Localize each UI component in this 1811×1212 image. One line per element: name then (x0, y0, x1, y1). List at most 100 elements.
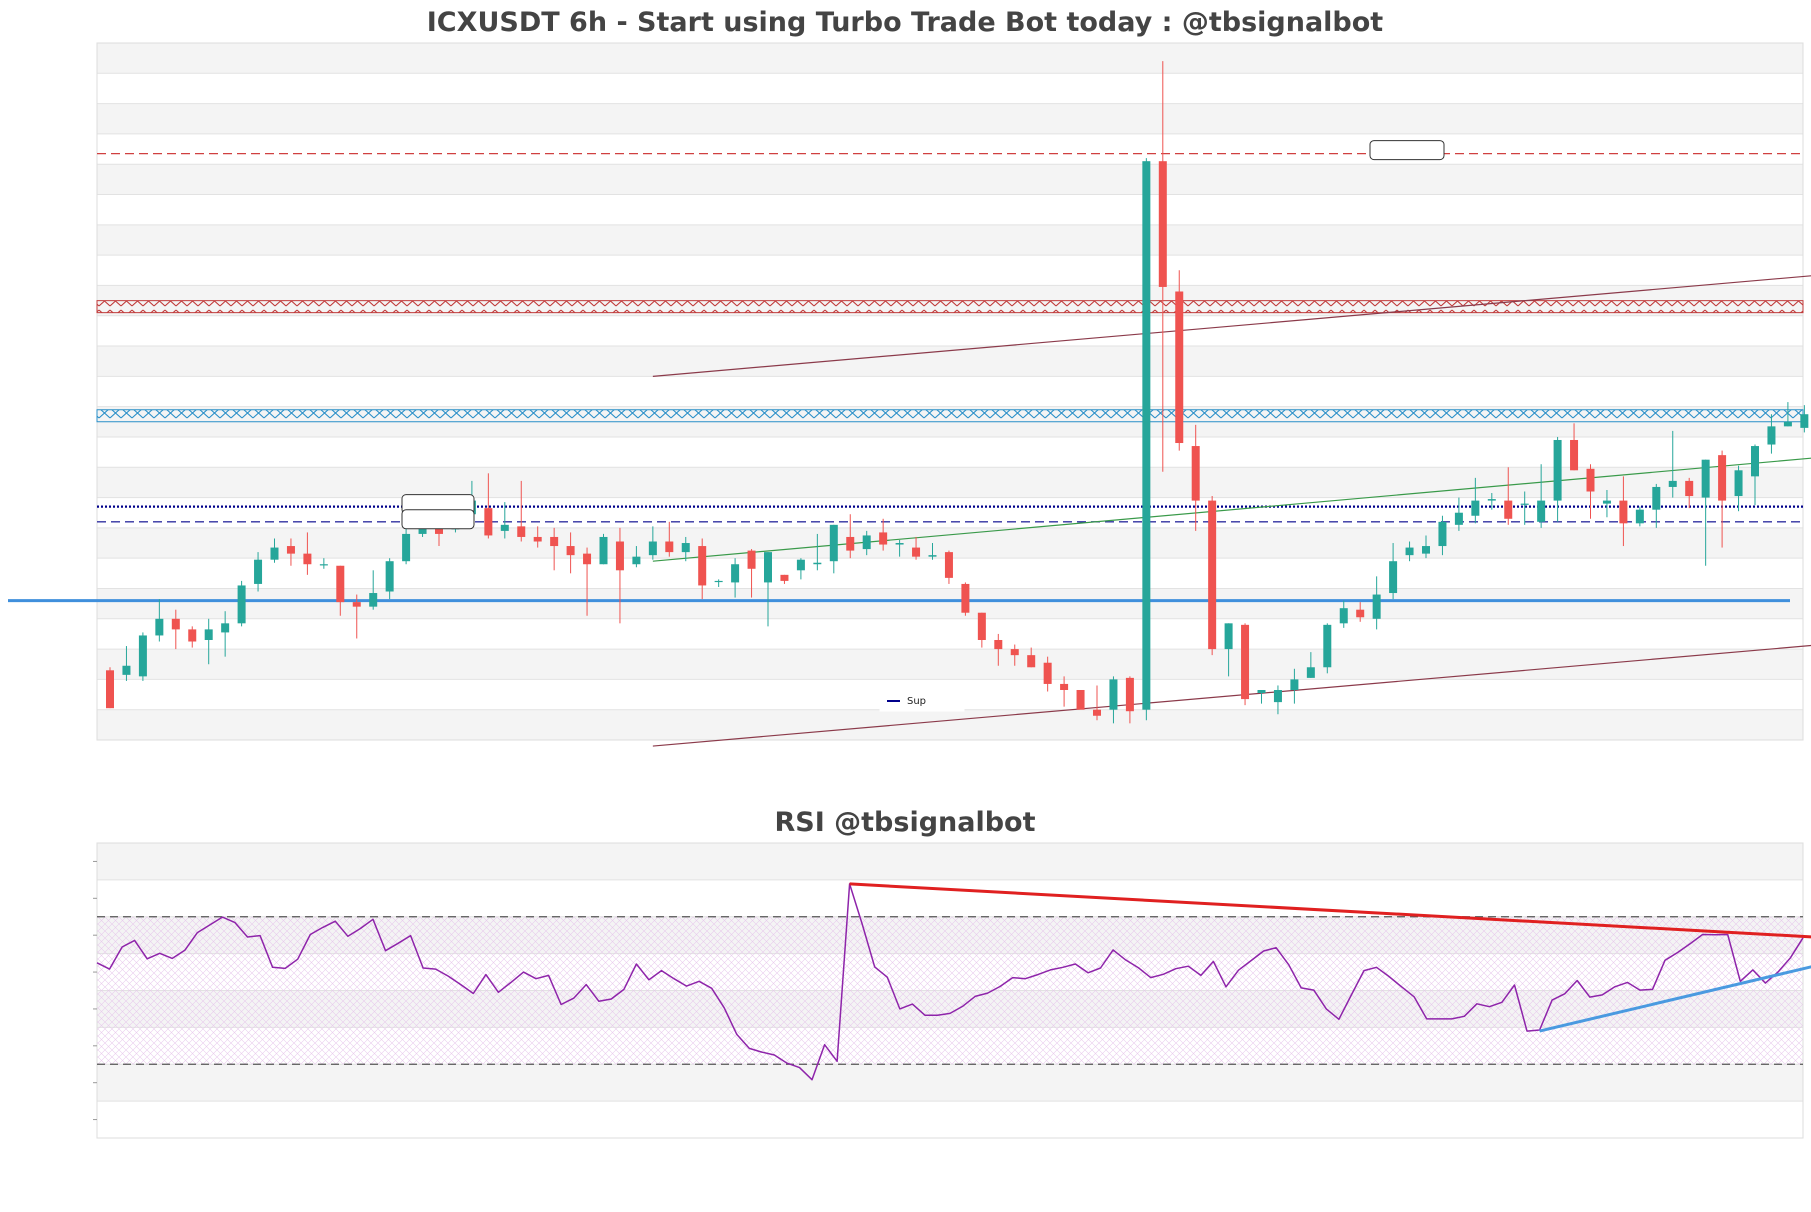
candle (1010, 644, 1019, 666)
grid-band (97, 588, 1803, 619)
candle (796, 558, 805, 580)
candle-body (1553, 439, 1562, 501)
candle (369, 570, 378, 610)
candle (846, 514, 855, 559)
candle-body (1372, 594, 1381, 619)
candle-body (764, 552, 772, 583)
candle-body (1685, 480, 1694, 497)
rsi-line (96, 883, 1804, 1081)
candle-body (254, 559, 263, 584)
candle-body (1093, 709, 1101, 716)
resistance-band-2-line (96, 409, 1804, 423)
candle-body (500, 524, 509, 531)
candle-body (1273, 689, 1282, 703)
candle-body (632, 556, 641, 565)
rsi-support (1539, 965, 1811, 1033)
candle (550, 527, 559, 571)
candle-body (912, 547, 921, 557)
candle (1520, 491, 1529, 525)
candle (615, 527, 624, 624)
candle (1619, 476, 1628, 547)
candle-body (1158, 161, 1167, 287)
grid-band (97, 649, 1803, 680)
resistance-label-box (1369, 140, 1445, 161)
candle (500, 502, 509, 539)
candle (912, 536, 921, 560)
candle (1273, 685, 1282, 715)
candle-body (1060, 683, 1069, 690)
candle-body (1718, 455, 1727, 501)
candle (1800, 405, 1809, 433)
rsi-chart-title: RSI @tbsignalbot (774, 807, 1035, 838)
candle-body (747, 550, 756, 569)
candle (1323, 623, 1332, 674)
candle (1504, 467, 1513, 525)
candle-body (1257, 689, 1266, 694)
candle-body (221, 623, 230, 633)
candle (928, 543, 937, 560)
candle-body (1751, 446, 1759, 477)
main-chart-title: ICXUSDT 6h - Start using Turbo Trade Bot… (427, 7, 1384, 38)
candle (1471, 477, 1480, 524)
candle-body (1487, 499, 1496, 501)
candle (1487, 493, 1496, 510)
candle (1306, 652, 1315, 678)
candle (155, 599, 164, 642)
grid-band (97, 103, 1803, 134)
candle-body (517, 526, 526, 537)
candle-body (533, 536, 542, 542)
candle (270, 538, 279, 563)
candle (1537, 464, 1546, 528)
candle-body (138, 635, 147, 677)
candle (994, 633, 1003, 666)
candle (1405, 541, 1414, 562)
level-labels (401, 140, 1445, 530)
candle (829, 524, 838, 574)
candle-body (846, 536, 855, 551)
candle-body (385, 561, 394, 592)
candle-body (369, 593, 378, 607)
candle-body (731, 564, 740, 583)
candle (1783, 402, 1792, 427)
candle-body (1668, 480, 1677, 487)
candle (665, 521, 674, 557)
candle-body (829, 524, 838, 562)
rsi-resistance (849, 882, 1811, 939)
price-levels (8, 152, 1804, 603)
candle-body (615, 541, 624, 571)
candle (254, 552, 263, 592)
candle-body (188, 629, 197, 642)
candle-body (928, 555, 937, 557)
candle (1701, 459, 1710, 566)
candle (1093, 685, 1101, 721)
candle-body (336, 565, 345, 603)
candle-body (1224, 623, 1233, 650)
candle-body (204, 629, 213, 640)
candle (1372, 576, 1381, 630)
candle (221, 611, 230, 657)
rsi-grid-bands (97, 843, 1803, 1139)
candle-body (977, 612, 986, 640)
candle (1125, 676, 1134, 724)
candle (747, 549, 756, 598)
candle-body (1520, 503, 1529, 505)
candle (599, 533, 608, 565)
candle-body (1191, 446, 1200, 501)
candle-body (352, 602, 361, 607)
rsi-plot-frame (96, 842, 1804, 1139)
candle (977, 612, 986, 648)
candle (352, 594, 361, 639)
legend-label: Sup (907, 696, 926, 707)
candle (764, 552, 772, 627)
candle (714, 579, 723, 587)
rsi-trend-lines (849, 882, 1811, 1033)
candle (566, 532, 575, 574)
candle (385, 558, 394, 600)
candle-body (237, 585, 246, 624)
candle-body (961, 583, 970, 613)
candle (1175, 270, 1184, 451)
candle-body (1701, 459, 1710, 498)
candle-body (698, 546, 707, 586)
candle (533, 526, 542, 548)
candle-body (1734, 470, 1743, 497)
